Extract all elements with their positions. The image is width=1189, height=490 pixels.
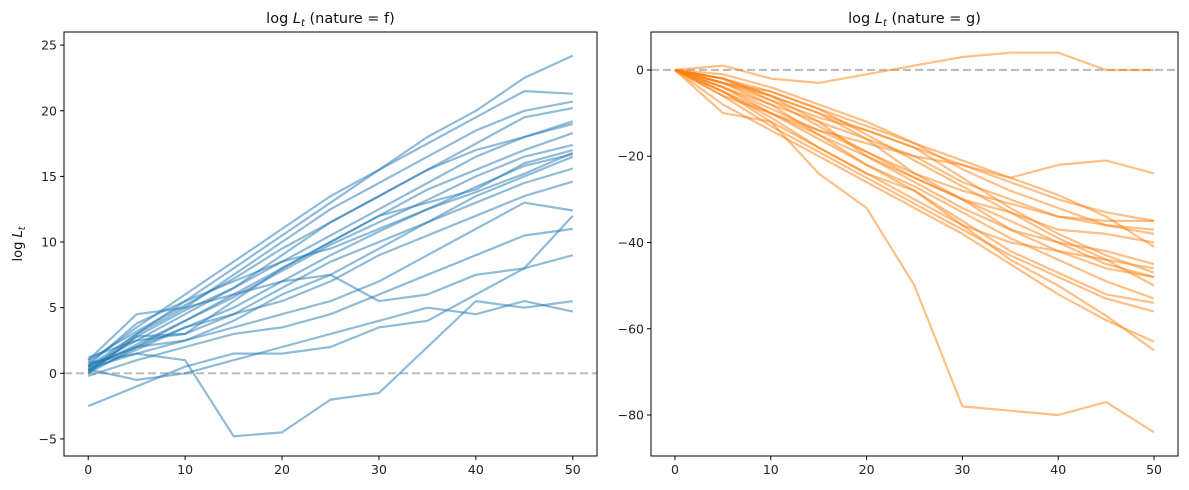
series-line-13: [87, 254, 574, 408]
series-line-1: [87, 89, 573, 364]
y-tick-label: −60: [618, 321, 644, 336]
series-group: [87, 54, 574, 438]
y-tick-label: 5: [49, 300, 57, 315]
x-tick-label: 0: [671, 462, 679, 477]
series-group: [674, 51, 1155, 434]
x-tick-label: 50: [1146, 462, 1162, 477]
left-chart-panel: 0 10 20 30 40 50 −5 0 5 10 15 20 25 log Lt (nature = …: [11, 11, 598, 477]
plot-frame: [650, 31, 1179, 457]
y-tick-label: 20: [41, 103, 57, 118]
x-tick-label: 40: [468, 462, 484, 477]
series-line-18: [674, 69, 1155, 313]
series-line-9: [674, 69, 1155, 352]
series-line-0: [87, 54, 574, 368]
series-line-15: [674, 68, 1155, 270]
x-tick-label: 50: [565, 462, 581, 477]
y-tick-label: 0: [49, 366, 57, 381]
series-line-13: [674, 68, 1155, 248]
series-line-0: [674, 51, 1154, 85]
x-tick-label: 20: [274, 462, 290, 477]
plot-frame: [63, 31, 598, 457]
y-tick-label: −5: [39, 431, 57, 446]
y-tick-label: 10: [41, 235, 57, 250]
series-line-17: [674, 68, 1155, 287]
series-line-6: [87, 143, 574, 371]
chart-title: log Lt (nature = f): [266, 11, 395, 29]
x-tick-label: 0: [84, 462, 92, 477]
series-line-2: [87, 100, 574, 372]
y-tick-label: 0: [636, 62, 644, 77]
y-tick-label: 25: [41, 38, 57, 53]
right-chart-panel: 0 10 20 30 40 50 −80 −60 −40 −20 0 log Lt (nature =…: [618, 11, 1179, 477]
x-tick-label: 10: [177, 462, 193, 477]
x-tick-label: 30: [371, 462, 387, 477]
series-line-15: [87, 300, 574, 381]
series-line-6: [674, 68, 1155, 300]
series-line-11: [87, 201, 573, 368]
series-line-16: [674, 68, 1155, 231]
series-line-19: [87, 122, 574, 375]
y-tick-label: −80: [618, 408, 644, 423]
x-tick-label: 20: [859, 462, 875, 477]
series-line-8: [87, 155, 574, 359]
x-tick-label: 40: [1050, 462, 1066, 477]
series-line-14: [674, 68, 1155, 274]
x-tick-label: 30: [954, 462, 970, 477]
series-line-17: [87, 149, 574, 373]
series-line-4: [87, 120, 574, 368]
y-tick-label: −20: [618, 149, 644, 164]
series-line-18: [87, 151, 574, 367]
series-line-16: [87, 300, 573, 438]
y-axis-label: log Lt: [11, 225, 28, 261]
y-tick-label: −40: [618, 235, 644, 250]
series-line-5: [674, 68, 1155, 279]
series-line-8: [674, 69, 1155, 343]
chart-title: log Lt (nature = g): [848, 11, 981, 29]
series-line-14: [87, 215, 574, 361]
x-tick-label: 10: [763, 462, 779, 477]
series-line-10: [674, 69, 1155, 434]
series-line-19: [674, 68, 1155, 279]
series-line-12: [87, 227, 573, 377]
y-tick-label: 15: [41, 169, 57, 184]
